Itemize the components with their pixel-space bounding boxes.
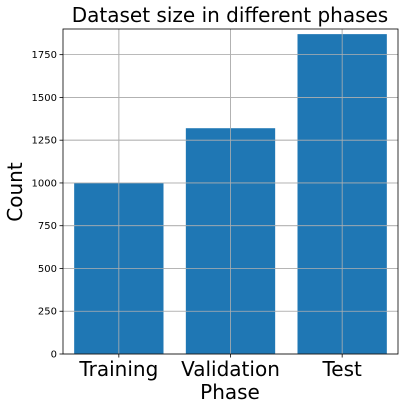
x-axis-ticks: Training Validation Test [78, 354, 362, 381]
y-tick-label: 750 [38, 221, 57, 232]
y-tick-label: 1250 [32, 136, 57, 147]
x-axis-label: Phase [200, 380, 260, 404]
y-tick-label: 1000 [32, 178, 57, 189]
y-axis-label: Count [3, 162, 27, 222]
x-tick-label-validation: Validation [181, 357, 280, 381]
y-axis-ticks: 0 250 500 750 1000 1250 1500 1750 [32, 50, 63, 361]
y-tick-label: 250 [38, 307, 57, 318]
x-tick-label-test: Test [321, 357, 362, 381]
y-tick-label: 1500 [32, 93, 57, 104]
chart-title: Dataset size in different phases [72, 3, 388, 27]
y-tick-label: 1750 [32, 50, 57, 61]
y-tick-label: 0 [51, 350, 57, 361]
x-tick-label-training: Training [78, 357, 158, 381]
y-tick-label: 500 [38, 264, 57, 275]
